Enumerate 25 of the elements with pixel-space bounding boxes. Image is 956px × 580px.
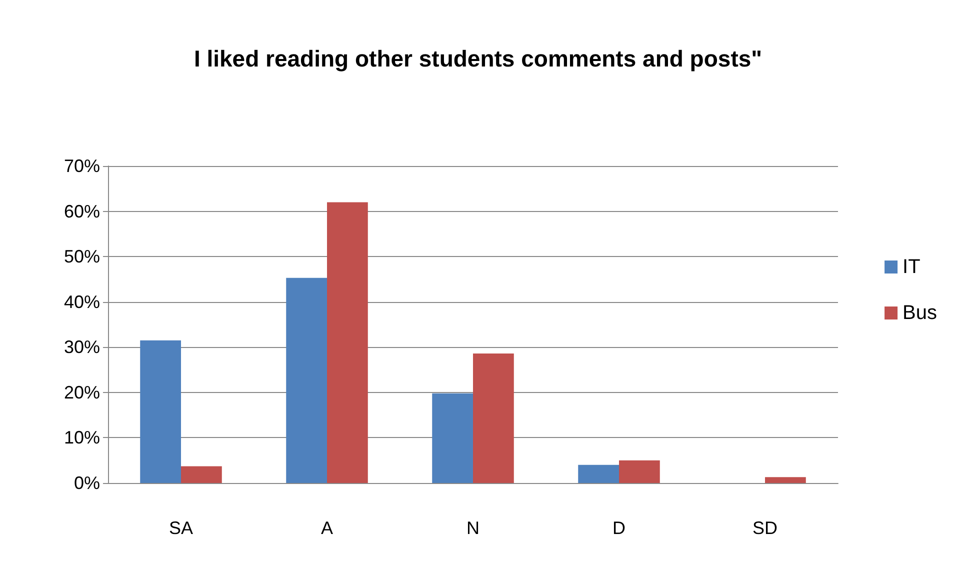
bar <box>181 466 222 483</box>
y-tick-label: 50% <box>64 246 100 267</box>
bar <box>578 464 619 483</box>
x-tick-label: N <box>466 518 480 538</box>
bar <box>327 202 368 483</box>
y-tick-label: 10% <box>64 428 100 448</box>
x-tick-label: D <box>612 518 626 538</box>
chart-title: I liked reading other students comments and posts" <box>194 46 762 72</box>
x-tick-label: SD <box>752 518 778 538</box>
legend-label: IT <box>902 256 920 278</box>
y-tick-label: 0% <box>74 473 100 493</box>
y-tick-label: 20% <box>64 382 100 402</box>
bar <box>286 278 327 483</box>
bar <box>432 393 473 483</box>
bar <box>473 353 514 483</box>
y-tick-label: 30% <box>64 337 100 358</box>
x-tick-label: SA <box>168 518 194 538</box>
y-tick-label: 40% <box>64 292 100 312</box>
bar <box>140 340 181 483</box>
legend-label: Bus <box>902 302 938 324</box>
bar <box>619 460 660 483</box>
bar <box>765 477 806 483</box>
y-tick-label: 70% <box>64 156 100 176</box>
x-tick-label: A <box>320 518 334 538</box>
y-tick-label: 60% <box>64 201 100 222</box>
